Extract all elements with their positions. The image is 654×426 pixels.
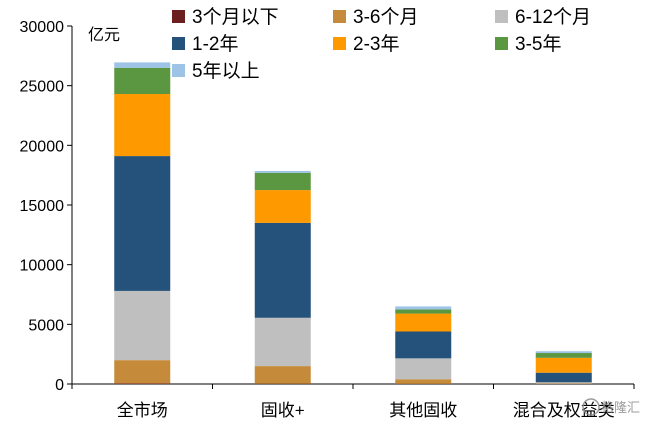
bar-segment [254,170,311,173]
bar-segment [535,382,592,384]
bar-segment [395,313,452,332]
bar-segment [114,360,171,384]
legend-label: 3-5年 [515,33,561,55]
legend-label: 5年以上 [192,60,260,82]
bar-segment [114,156,171,291]
watermark-text: 格隆汇 [601,400,640,415]
bar-stack [114,62,171,384]
bar-segment [535,351,592,354]
legend-swatch [495,37,508,50]
bar-segment [535,353,592,358]
legend-swatch [495,10,508,23]
bar-segment [535,372,592,383]
legend-swatch [172,10,185,23]
bar-segment [254,366,311,384]
legend-swatch [172,37,185,50]
bar-segment [254,172,311,191]
legend: 3个月以下 3-6个月 6-12个月 1-2年 2-3年 3-5年 5年以上 [172,6,591,82]
legend-swatch [172,64,185,77]
legend-label: 3-6个月 [353,6,418,28]
legend-item: 3个月以下 [172,6,279,28]
legend-item: 6-12个月 [495,6,591,28]
bar-segment [254,317,311,367]
bar-segment [535,357,592,373]
category-label: 混合及权益类 [513,401,615,420]
legend-item: 3-5年 [495,33,561,55]
legend-label: 6-12个月 [515,6,591,28]
legend-swatch [333,37,346,50]
legend-label: 3个月以下 [192,6,279,28]
bar-segment [535,383,592,384]
y-tick-label: 15000 [20,198,65,215]
unit-label: 亿元 [88,26,120,44]
legend-label: 2-3年 [353,33,399,55]
bar-segment [114,94,171,157]
y-tick-label: 30000 [20,19,65,36]
bar-stack [254,170,311,384]
category-label: 其他固收 [389,401,457,420]
y-tick-label: 5000 [28,317,64,334]
category-label: 固收+ [261,401,305,420]
y-tick-label: 0 [55,377,64,394]
axes: 0 5000 10000 15000 20000 25000 30000 全市场 固收+ 其他固收… [20,19,635,420]
legend-swatch [333,10,346,23]
bar-segment [114,62,171,68]
legend-label: 1-2年 [192,33,238,55]
bar-segment [254,222,311,318]
bar-segment [395,379,452,384]
legend-item: 1-2年 [172,33,238,55]
legend-item: 2-3年 [333,33,399,55]
bar-segment [114,290,171,361]
y-tick-label: 10000 [20,258,65,275]
bar-segment [114,383,171,384]
bar-stack [535,351,592,384]
category-label: 全市场 [117,401,168,420]
bar-segment [395,358,452,380]
bar-segment [395,309,452,314]
bar-segment [395,306,452,310]
legend-item: 3-6个月 [333,6,418,28]
y-tick-label: 20000 [20,138,65,155]
bars [114,62,592,384]
legend-item: 5年以上 [172,60,260,82]
bar-segment [114,67,171,95]
bar-segment [395,331,452,359]
bar-segment [254,190,311,223]
watermark: 格隆汇 [582,398,640,416]
bar-stack [395,306,452,384]
y-tick-label: 25000 [20,79,65,96]
watermark-logo-icon [582,398,600,416]
